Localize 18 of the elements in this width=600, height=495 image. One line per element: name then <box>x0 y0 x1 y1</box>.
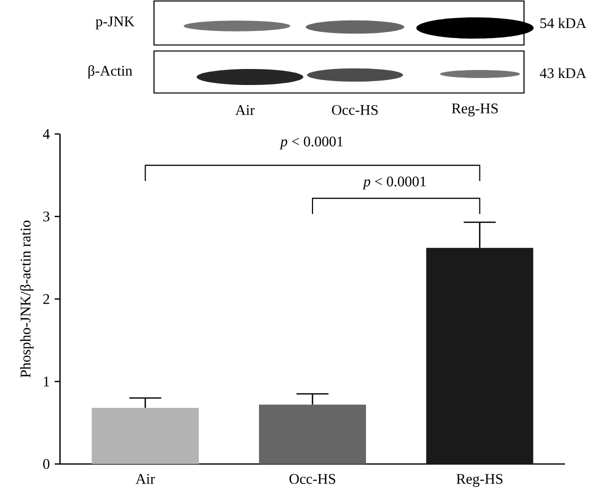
text: Air <box>235 105 255 115</box>
y-axis-title: Phospho-JNK/β-actin ratio <box>20 220 34 378</box>
text: Reg-HS <box>452 104 498 116</box>
annotation: p < 0.0001 <box>280 136 343 150</box>
annotation: p < 0.0001 <box>362 176 426 190</box>
y-tick-label: 3 <box>43 212 50 222</box>
y-tick-label: 4 <box>42 129 50 139</box>
x-tick-label: Air <box>136 474 155 484</box>
y-tick-label: 0 <box>43 459 50 469</box>
text: 43 kDA <box>540 68 586 78</box>
y-tick-label: 1 <box>44 376 50 386</box>
y-tick-label: 2 <box>43 294 50 304</box>
x-tick-label: Occ-HS <box>289 474 336 484</box>
text: Occ-HS <box>332 105 378 115</box>
text: β-Actin <box>88 65 132 79</box>
x-tick-label: Reg-HS <box>456 474 502 487</box>
text: 54 kDA <box>540 18 586 28</box>
text: p-JNK <box>96 16 134 30</box>
